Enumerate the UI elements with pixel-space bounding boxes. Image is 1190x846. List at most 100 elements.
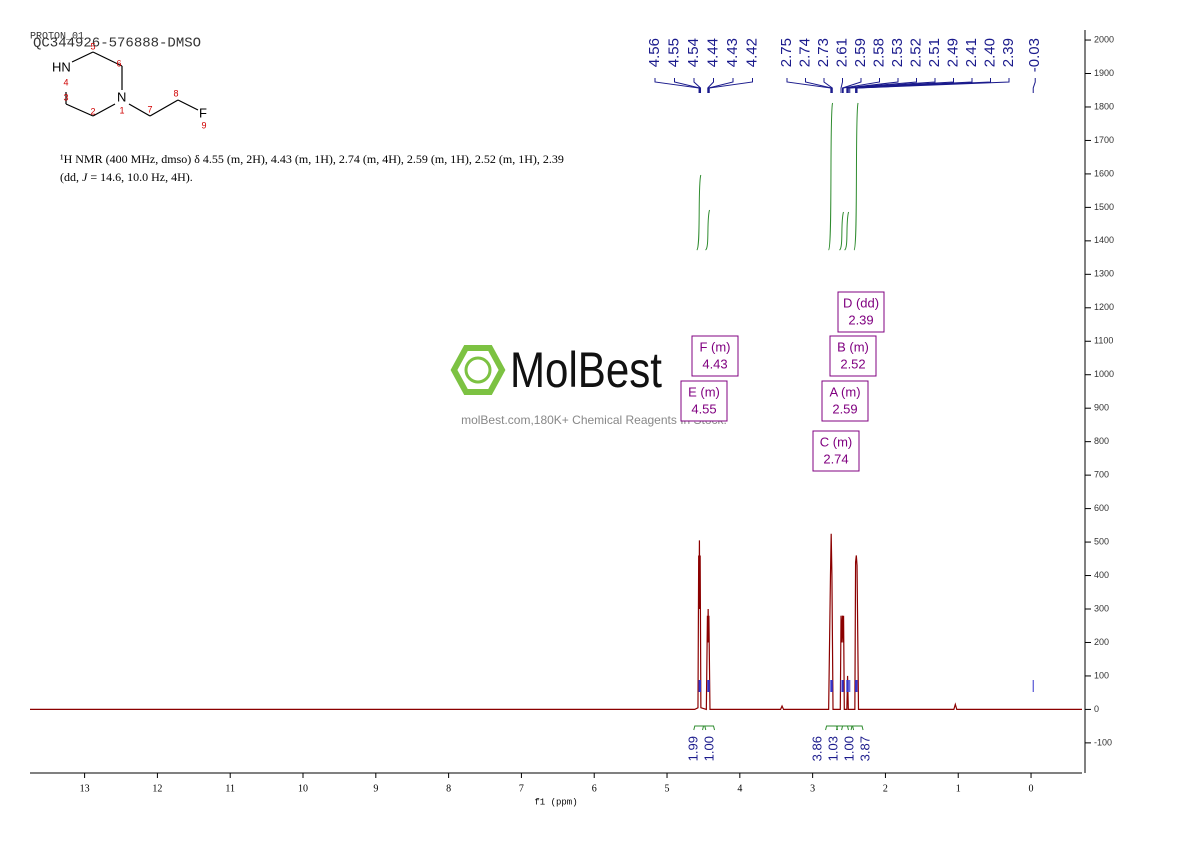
logo-text: MolBest xyxy=(510,342,662,398)
peak-label: 2.39 xyxy=(1000,38,1017,67)
x-tick-label: 13 xyxy=(80,783,90,794)
x-tick-label: 1 xyxy=(956,783,961,794)
bond xyxy=(71,51,94,63)
integral-curve xyxy=(828,102,834,251)
peak-connector xyxy=(847,78,917,93)
peak-connector xyxy=(654,78,700,93)
integral-value: 1.00 xyxy=(841,736,856,761)
integral-value: 3.87 xyxy=(857,736,872,761)
bond xyxy=(177,99,199,111)
peak-connector xyxy=(674,78,701,93)
multiplet-label: C (m) xyxy=(820,434,853,449)
atom-labels: HN N F xyxy=(52,59,207,120)
description-text: ¹H NMR (400 MHz, dmso) δ 4.55 (m, 2H), 4… xyxy=(60,152,564,166)
peak-label: 4.54 xyxy=(685,38,702,67)
multiplet-shift: 4.55 xyxy=(691,401,716,416)
atom-number: 2 xyxy=(90,106,95,116)
integral-value: 3.86 xyxy=(809,736,824,761)
bond xyxy=(92,103,116,117)
description-text: (dd, xyxy=(60,170,82,184)
peak-label: 2.51 xyxy=(926,38,943,67)
multiplet-box xyxy=(837,291,885,333)
x-tick-label: 3 xyxy=(810,783,815,794)
peak-label: 2.40 xyxy=(981,38,998,67)
y-tick-label: 700 xyxy=(1094,470,1109,480)
watermark-text: molBest.com,180K+ Chemical Reagents In S… xyxy=(461,413,727,427)
multiplet-box xyxy=(812,430,860,472)
y-tick-label: 900 xyxy=(1094,403,1109,413)
y-tick-label: 500 xyxy=(1094,536,1109,546)
atom-number: 9 xyxy=(201,120,206,130)
peak-connector xyxy=(805,78,833,93)
atom: N xyxy=(117,89,126,104)
atom-number: 4 xyxy=(63,77,68,87)
integral-bracket xyxy=(702,725,716,731)
peak-connector xyxy=(856,78,1010,93)
peak-connector xyxy=(841,78,862,93)
x-tick-label: 9 xyxy=(373,783,378,794)
x-tick-label: 7 xyxy=(519,783,524,794)
peak-label: 4.43 xyxy=(724,38,741,67)
integral-curve xyxy=(839,211,844,251)
logo-icon xyxy=(450,345,506,395)
integral-bracket xyxy=(693,725,707,731)
y-tick-label: 1900 xyxy=(1094,68,1114,78)
peak-label: 2.74 xyxy=(796,38,813,67)
x-tick-label: 0 xyxy=(1029,783,1034,794)
x-tick-label: 10 xyxy=(298,783,308,794)
spectrum xyxy=(30,533,1082,711)
bond xyxy=(65,103,94,117)
multiplet-shift: 2.52 xyxy=(840,356,865,371)
integral-curve xyxy=(844,211,850,251)
y-tick-label: 2000 xyxy=(1094,34,1114,44)
x-tick-label: 4 xyxy=(737,783,742,794)
bond xyxy=(128,103,151,117)
peak-label: 2.75 xyxy=(778,38,795,67)
y-tick-label: 100 xyxy=(1094,670,1109,680)
integral-value: 1.03 xyxy=(825,736,840,761)
y-tick-label: 1500 xyxy=(1094,202,1114,212)
integral-curve xyxy=(853,102,859,251)
y-tick-label: 1200 xyxy=(1094,302,1114,312)
bond xyxy=(92,51,123,67)
integral-value: 1.99 xyxy=(685,736,700,761)
atom-number: 5 xyxy=(90,41,95,51)
structure xyxy=(65,51,199,117)
multiplet-shift: 4.43 xyxy=(702,356,727,371)
y-tick-label: 1400 xyxy=(1094,235,1114,245)
x-tick-label: 12 xyxy=(152,783,162,794)
multiplet-box xyxy=(680,380,728,422)
watermark: MolBest molBest.com,180K+ Chemical Reage… xyxy=(450,342,727,427)
multiplet-box xyxy=(821,380,869,422)
x-tick-label: 5 xyxy=(665,783,670,794)
peak-connector xyxy=(842,78,880,93)
peak-connector xyxy=(786,78,832,93)
multiplet-shift: 2.74 xyxy=(823,451,848,466)
x-axis-label: f1 (ppm) xyxy=(534,797,577,807)
title: QC344926-576888-DMSO xyxy=(33,36,201,52)
y-tick-label: 1100 xyxy=(1094,336,1113,346)
peak-label: 4.42 xyxy=(743,38,760,67)
description: ¹H NMR (400 MHz, dmso) δ 4.55 (m, 2H), 4… xyxy=(60,152,564,166)
y-tick-label: 300 xyxy=(1094,603,1109,613)
peak-connector xyxy=(1032,78,1036,93)
peak-label: 2.53 xyxy=(889,38,906,67)
y-tick-label: 1000 xyxy=(1094,369,1114,379)
peak-label: 2.61 xyxy=(833,38,850,67)
bond xyxy=(149,99,179,117)
integral-curve xyxy=(696,174,702,251)
description-text: = 14.6, 10.0 Hz, 4H). xyxy=(87,170,192,184)
peak-label: 2.73 xyxy=(815,38,832,67)
x-tick-label: 8 xyxy=(446,783,451,794)
multiplet-box xyxy=(829,335,877,377)
y-tick-label: 1600 xyxy=(1094,168,1114,178)
peak-connector xyxy=(823,78,833,93)
integral-bracket xyxy=(850,725,864,731)
atom-number: 6 xyxy=(116,58,121,68)
y-tick-label: 800 xyxy=(1094,436,1109,446)
peak-connector xyxy=(847,78,936,93)
atom-number: 7 xyxy=(147,104,152,114)
atom: F xyxy=(199,105,207,120)
peak-connector xyxy=(708,78,734,93)
